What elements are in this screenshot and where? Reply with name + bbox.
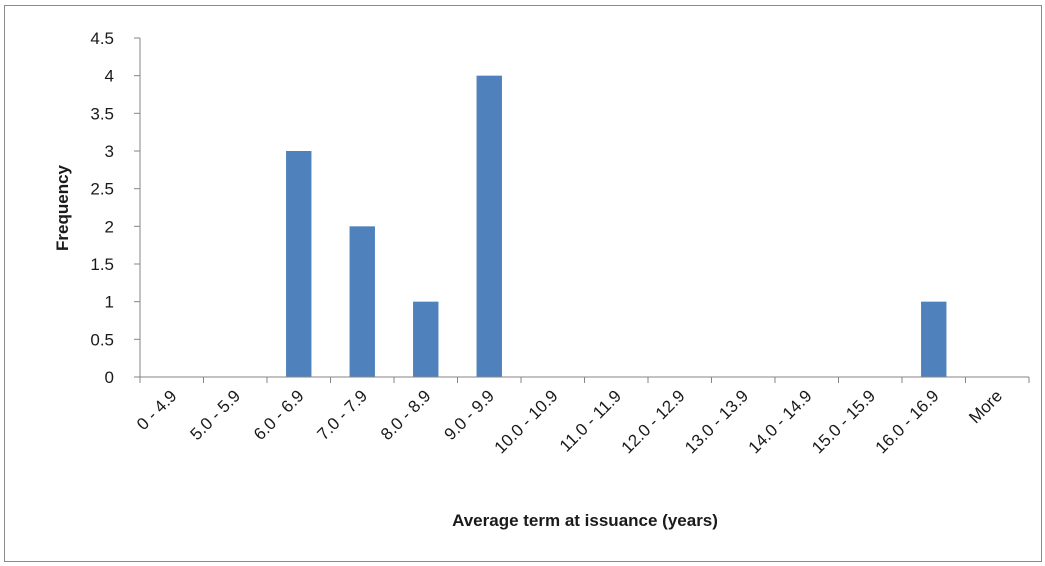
- bar: [349, 226, 375, 377]
- x-tick-label: 6.0 - 6.9: [250, 386, 308, 444]
- chart-frame: [4, 5, 1042, 562]
- y-tick-label: 1: [105, 293, 114, 312]
- x-tick-label: 0 - 4.9: [133, 386, 181, 434]
- y-tick-label: 0: [105, 368, 114, 387]
- x-tick-label: 5.0 - 5.9: [187, 386, 245, 444]
- y-tick-label: 2: [105, 217, 114, 236]
- x-tick-label: 15.0 - 15.9: [808, 386, 879, 457]
- bar: [413, 301, 439, 377]
- x-tick-label: 14.0 - 14.9: [745, 386, 816, 457]
- x-tick-label: 12.0 - 12.9: [618, 386, 689, 457]
- x-tick-label: 16.0 - 16.9: [872, 386, 943, 457]
- axes-layer: 0 0.5 1 1.5 2 2.5 3 3.5 4 4.5 0 - 4.9 5.0 - 5.9 6.0 …: [90, 29, 1030, 457]
- x-tick-label: 10.0 - 10.9: [491, 386, 562, 457]
- x-tick-label: 8.0 - 8.9: [377, 386, 435, 444]
- y-tick-label: 0.5: [90, 330, 114, 349]
- bar: [286, 151, 312, 377]
- x-tick-label: 9.0 - 9.9: [441, 386, 499, 444]
- y-tick-label: 3.5: [90, 104, 114, 123]
- y-tick-label: 4: [105, 67, 114, 86]
- y-tick-label: 4.5: [90, 29, 114, 48]
- bar: [476, 75, 502, 378]
- bar: [921, 301, 947, 377]
- y-tick-label: 1.5: [90, 255, 114, 274]
- y-axis-title: Frequency: [53, 164, 72, 251]
- x-tick-label: More: [965, 386, 1006, 427]
- y-tick-label: 3: [105, 142, 114, 161]
- bars-layer: [286, 75, 947, 378]
- y-tick-label: 2.5: [90, 180, 114, 199]
- x-axis-title: Average term at issuance (years): [452, 511, 718, 530]
- x-tick-label: 11.0 - 11.9: [556, 386, 625, 455]
- x-tick-label: 7.0 - 7.9: [314, 386, 372, 444]
- x-tick-label: 13.0 - 13.9: [681, 386, 752, 457]
